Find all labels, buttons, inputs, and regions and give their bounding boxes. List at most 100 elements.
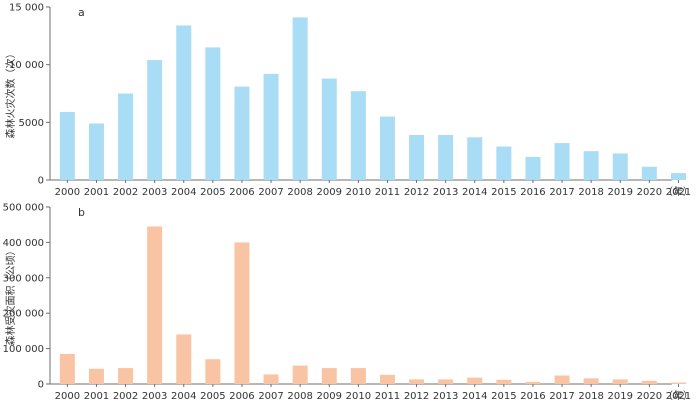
x-tick-label: 2010	[346, 187, 371, 198]
bar	[438, 379, 454, 384]
bar	[379, 374, 395, 384]
y-tick-label: 0	[38, 380, 44, 391]
bar	[583, 378, 599, 384]
x-tick-label: 2021	[666, 187, 691, 198]
panel-label: b	[78, 206, 85, 219]
x-unit-label: （年）	[663, 389, 693, 402]
y-tick-label: 15 000	[9, 3, 44, 14]
bar	[234, 86, 250, 180]
x-tick-label: 2006	[229, 391, 254, 402]
x-tick-label: 2000	[55, 391, 80, 402]
y-tick-label: 300 000	[3, 273, 44, 284]
bar	[409, 379, 425, 384]
x-tick-label: 2008	[287, 391, 312, 402]
y-tick-label: 10 000	[9, 60, 44, 71]
bar	[379, 116, 395, 180]
bar	[321, 368, 337, 384]
x-tick-label: 2015	[491, 187, 516, 198]
x-tick-label: 2003	[142, 391, 167, 402]
bar	[176, 25, 192, 180]
x-tick-label: 2001	[84, 187, 109, 198]
x-tick-label: 2013	[433, 391, 458, 402]
x-tick-label: 2016	[520, 187, 545, 198]
bar	[292, 365, 308, 384]
y-tick-label: 400 000	[3, 238, 44, 249]
bar	[670, 173, 686, 180]
x-tick-label: 2020	[637, 391, 662, 402]
bar	[59, 111, 75, 180]
bar	[438, 135, 454, 180]
x-tick-label: 2004	[171, 187, 196, 198]
y-tick-label: 0	[38, 176, 44, 187]
bar	[554, 375, 570, 384]
bar	[554, 143, 570, 180]
bar	[88, 123, 104, 180]
bar	[205, 47, 221, 180]
x-tick-label: 2015	[491, 391, 516, 402]
x-tick-label: 2009	[317, 391, 342, 402]
bar	[147, 226, 163, 384]
bar	[350, 91, 366, 180]
y-axis-label: 森林受灾面积（公顷）	[4, 246, 17, 346]
bar	[612, 153, 628, 180]
bar	[641, 380, 657, 384]
bar	[525, 381, 541, 384]
y-tick-label: 200 000	[3, 309, 44, 320]
x-tick-label: 2012	[404, 391, 429, 402]
x-tick-label: 2016	[520, 391, 545, 402]
bar	[641, 166, 657, 180]
x-tick-label: 2011	[375, 391, 400, 402]
bar	[205, 359, 221, 384]
x-tick-label: 2018	[578, 391, 603, 402]
bar	[496, 146, 512, 180]
x-tick-label: 2007	[258, 187, 283, 198]
x-tick-label: 2004	[171, 391, 196, 402]
x-tick-label: 2020	[637, 187, 662, 198]
x-tick-label: 2017	[549, 187, 574, 198]
chart-panel-a: 0 5000 10 000 15 000 2000 2001 2002 2003 2004 200…	[4, 3, 693, 199]
x-tick-label: 2021	[666, 391, 691, 402]
x-tick-label: 2014	[462, 187, 487, 198]
bar	[583, 151, 599, 180]
x-tick-label: 2019	[608, 187, 633, 198]
bar	[409, 135, 425, 180]
x-tick-label: 2008	[287, 187, 312, 198]
x-tick-label: 2003	[142, 187, 167, 198]
y-tick-label: 500 000	[3, 203, 44, 214]
bar	[467, 137, 483, 180]
x-tick-label: 2000	[55, 187, 80, 198]
x-tick-label: 2018	[578, 187, 603, 198]
x-tick-label: 2014	[462, 391, 487, 402]
bar	[59, 353, 75, 384]
x-tick-label: 2002	[113, 187, 138, 198]
x-tick-label: 2013	[433, 187, 458, 198]
x-tick-label: 2005	[200, 391, 225, 402]
x-tick-label: 2011	[375, 187, 400, 198]
bar	[176, 334, 192, 384]
bar	[350, 368, 366, 384]
bar	[496, 379, 512, 384]
x-tick-label: 2001	[84, 391, 109, 402]
x-tick-label: 2002	[113, 391, 138, 402]
x-tick-label: 2006	[229, 187, 254, 198]
bar	[263, 73, 279, 180]
x-tick-label: 2009	[317, 187, 342, 198]
bar	[525, 156, 541, 180]
x-tick-label: 2017	[549, 391, 574, 402]
bar	[670, 382, 686, 384]
x-tick-label: 2007	[258, 391, 283, 402]
x-tick-label: 2005	[200, 187, 225, 198]
bar	[118, 93, 134, 180]
bar	[292, 17, 308, 180]
bar	[263, 374, 279, 384]
chart-panel-b: 0 100 000 200 000 300 000 400 000 500 000 2000…	[3, 203, 693, 403]
bar	[118, 368, 134, 384]
bar	[467, 377, 483, 384]
y-tick-label: 100 000	[3, 344, 44, 355]
bar	[147, 60, 163, 181]
x-tick-label: 2012	[404, 187, 429, 198]
bar	[88, 368, 104, 384]
bar	[612, 379, 628, 384]
panel-label: a	[78, 6, 85, 19]
